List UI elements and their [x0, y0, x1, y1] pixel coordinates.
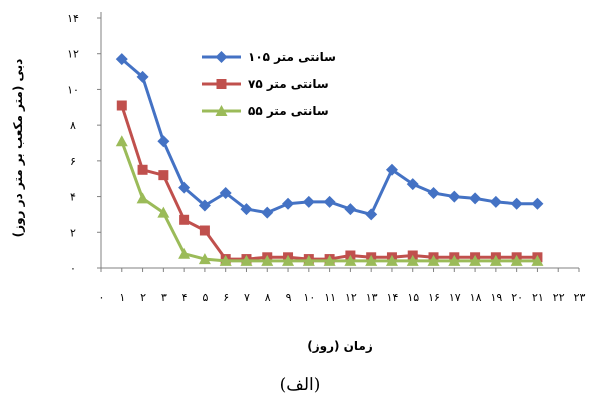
data-point-series-2 [158, 170, 169, 181]
data-point-series-3 [261, 254, 274, 266]
x-tick-label: ۰ [99, 291, 105, 304]
data-point-series-1 [344, 203, 357, 216]
data-point-series-3 [302, 254, 315, 266]
data-point-series-2 [137, 164, 148, 175]
data-point-series-3 [178, 247, 191, 259]
data-point-series-3 [240, 254, 253, 266]
x-axis-title: زمان (روز) [307, 339, 373, 354]
data-point-series-3 [406, 254, 419, 266]
data-point-series-1 [427, 187, 440, 199]
data-point-series-3 [448, 254, 461, 266]
data-point-series-1 [219, 187, 232, 199]
x-tick-label: ۱۰ [303, 291, 315, 304]
x-tick-label: ۱۴ [387, 291, 399, 304]
data-point-series-1 [136, 70, 149, 83]
data-point-series-3 [531, 254, 544, 266]
x-tick-label: ۱۲ [345, 291, 357, 304]
y-axis-title: دبی (متر مکعب بر متر در روز) [11, 59, 26, 238]
figure-caption: (الف) [280, 375, 321, 395]
data-point-series-1 [282, 197, 295, 210]
data-point-series-1 [406, 178, 419, 191]
y-tick-label: ۱۴ [67, 12, 79, 25]
x-tick-label: ۱۵ [407, 291, 419, 304]
data-point-series-3 [115, 135, 128, 147]
data-point-series-2 [179, 214, 190, 225]
data-point-series-1 [302, 195, 315, 208]
x-tick-label: ۲۰ [511, 291, 523, 304]
data-point-series-1 [115, 53, 128, 66]
data-point-series-3 [344, 254, 357, 266]
x-tick-label: ۲ [140, 291, 146, 304]
x-tick-label: ۱۹ [490, 291, 502, 304]
data-point-series-3 [385, 254, 398, 266]
data-point-series-1 [365, 208, 378, 221]
x-tick-label: ۱۳ [366, 291, 378, 304]
legend-label-2: ۷۵ سانتی متر [248, 77, 329, 91]
legend-label-1: ۱۰۵ سانتی متر [248, 50, 336, 64]
data-point-series-1 [178, 181, 191, 194]
y-tick-label: ۰ [70, 262, 76, 275]
data-point-series-1 [240, 203, 253, 216]
y-tick-label: ۱۲ [67, 48, 79, 61]
x-tick-label: ۱۶ [428, 291, 440, 304]
y-tick-label: ۸ [70, 119, 76, 132]
x-tick-label: ۹ [286, 291, 292, 304]
x-tick-label: ۱۱ [324, 291, 336, 304]
data-point-series-1 [448, 190, 461, 203]
legend-label-3: ۵۵ سانتی متر [248, 104, 329, 118]
y-tick-label: ۶ [70, 155, 76, 168]
x-tick-label: ۵ [202, 291, 208, 304]
data-point-series-1 [261, 206, 274, 219]
y-tick-label: ۱۰ [67, 83, 79, 96]
x-tick-label: ۲۳ [574, 291, 586, 304]
x-tick-label: ۷ [244, 291, 250, 304]
x-tick-label: ۱۸ [470, 291, 482, 304]
legend: ۱۰۵ سانتی متر ۷۵ سانتی متر ۵۵ سانتی متر [202, 50, 336, 118]
data-point-series-3 [136, 192, 149, 204]
data-point-series-1 [531, 197, 544, 210]
data-point-series-3 [198, 253, 211, 265]
data-point-series-1 [385, 163, 398, 176]
x-tick-label: ۱۷ [449, 291, 461, 304]
data-point-series-3 [510, 254, 523, 266]
data-point-series-3 [427, 254, 440, 266]
data-point-series-1 [198, 199, 211, 212]
data-point-series-1 [489, 195, 502, 208]
data-point-series-3 [365, 254, 378, 266]
x-tick-label: ۶ [223, 291, 229, 304]
data-point-series-1 [469, 192, 482, 205]
legend-marker-1 [215, 51, 228, 63]
x-tick-label: ۲۱ [532, 291, 544, 304]
data-point-series-3 [323, 254, 336, 266]
data-point-series-2 [116, 100, 127, 111]
x-tick-label: ۲۲ [553, 291, 565, 304]
data-point-series-1 [323, 195, 336, 208]
data-point-series-1 [157, 135, 170, 148]
data-point-series-3 [282, 254, 295, 266]
data-point-series-1 [510, 197, 523, 210]
data-point-series-3 [489, 254, 502, 266]
legend-marker-3 [215, 105, 228, 116]
x-tick-label: ۸ [265, 291, 271, 304]
data-point-series-3 [469, 254, 482, 266]
y-tick-label: ۲ [70, 226, 76, 239]
data-point-series-3 [219, 254, 232, 266]
x-tick-label: ۴ [182, 291, 188, 304]
data-point-series-3 [157, 206, 170, 218]
x-tick-label: ۳ [161, 291, 167, 304]
x-tick-label: ۱ [119, 291, 125, 304]
y-tick-label: ۴ [70, 191, 76, 204]
legend-marker-2 [216, 79, 227, 89]
data-point-series-2 [199, 225, 210, 236]
